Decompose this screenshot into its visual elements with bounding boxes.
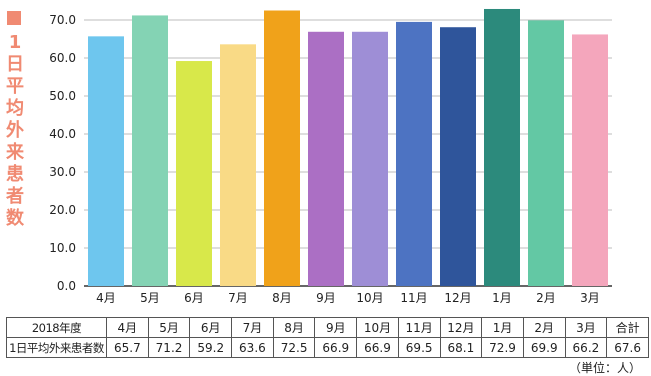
table-value-cell: 66.2 — [564, 337, 608, 358]
title-marker — [7, 11, 21, 25]
y-tick-label: 20.0 — [49, 203, 76, 217]
table-total-value: 67.6 — [606, 337, 649, 358]
table-month-cell: 1月 — [481, 317, 524, 338]
bar — [176, 61, 212, 286]
bar — [484, 8, 520, 286]
x-tick-label: 5月 — [140, 291, 160, 305]
table-month-cell: 7月 — [231, 317, 274, 338]
bar — [572, 34, 608, 286]
bar — [440, 27, 476, 286]
table-month-cell: 4月 — [106, 317, 149, 338]
bar — [88, 36, 124, 287]
table-value-cell: 65.7 — [106, 337, 149, 358]
table-month-cell: 12月 — [439, 317, 483, 338]
table-month-cell: 6月 — [189, 317, 233, 338]
x-tick-label: 9月 — [316, 291, 336, 305]
x-tick-label: 12月 — [444, 291, 471, 305]
x-tick-label: 10月 — [356, 291, 383, 305]
x-tick-label: 1月 — [492, 291, 512, 305]
x-tick-label: 6月 — [184, 291, 204, 305]
table-value-cell: 66.9 — [356, 337, 399, 358]
y-tick-label: 10.0 — [49, 241, 76, 255]
table-value-cell: 63.6 — [231, 337, 274, 358]
bar-chart: 1日平均外来患者数 0.0 10.0 20.0 30.0 40.0 50.0 60.0 70.… — [6, 8, 612, 305]
table-value-cell: 59.2 — [189, 337, 233, 358]
table-value-cell: 71.2 — [147, 337, 191, 358]
x-tick-label: 8月 — [272, 291, 292, 305]
table-month-cell: 2月 — [522, 317, 566, 338]
bar — [352, 31, 388, 287]
x-tick-label: 7月 — [228, 291, 248, 305]
y-tick-label: 30.0 — [49, 165, 76, 179]
x-tick-label: 3月 — [580, 291, 600, 305]
table-header-label: 2018年度 — [6, 317, 107, 338]
x-tick-label: 4月 — [96, 291, 116, 305]
table-value-cell: 72.5 — [272, 337, 316, 358]
unit-note: （単位：人） — [568, 361, 641, 375]
x-tick-label: 11月 — [400, 291, 427, 305]
bar — [264, 10, 300, 286]
bar — [528, 20, 564, 286]
table-header-row: 2018年度 4月 5月 6月 7月 8月 9月 10月 11月 12月 1月 2月 3月 合計 — [6, 317, 649, 338]
table-month-cell: 3月 — [564, 317, 608, 338]
y-axis-label: 1日平均外来患者数 — [6, 32, 24, 229]
table-value-row: 1日平均外来患者数 65.7 71.2 59.2 63.6 72.5 66.9 66.9 69… — [6, 337, 649, 358]
bar — [132, 15, 168, 286]
table-value-cell: 68.1 — [439, 337, 483, 358]
bar — [308, 31, 344, 287]
table-value-cell: 69.5 — [397, 337, 441, 358]
bar — [396, 21, 432, 287]
table-row-label: 1日平均外来患者数 — [6, 337, 107, 358]
y-tick-label: 70.0 — [49, 13, 76, 27]
table-month-cell: 9月 — [314, 317, 358, 338]
table-total-label: 合計 — [606, 317, 649, 338]
table-month-cell: 5月 — [147, 317, 191, 338]
bar — [220, 44, 256, 286]
chart-plot: 0.0 10.0 20.0 30.0 40.0 50.0 60.0 70.0 4月 5月 6月 7月 8… — [49, 8, 612, 305]
table-month-cell: 8月 — [272, 317, 316, 338]
y-tick-label: 0.0 — [57, 279, 76, 293]
table-value-cell: 72.9 — [481, 337, 524, 358]
table-month-cell: 11月 — [397, 317, 441, 338]
data-table: 2018年度 4月 5月 6月 7月 8月 9月 10月 11月 12月 1月 2月 3月 合計 1日平… — [6, 317, 649, 358]
table-value-cell: 66.9 — [314, 337, 358, 358]
y-tick-label: 50.0 — [49, 89, 76, 103]
y-tick-label: 40.0 — [49, 127, 76, 141]
table-value-cell: 69.9 — [522, 337, 566, 358]
y-tick-label: 60.0 — [49, 51, 76, 65]
x-tick-label: 2月 — [536, 291, 556, 305]
table-month-cell: 10月 — [356, 317, 399, 338]
